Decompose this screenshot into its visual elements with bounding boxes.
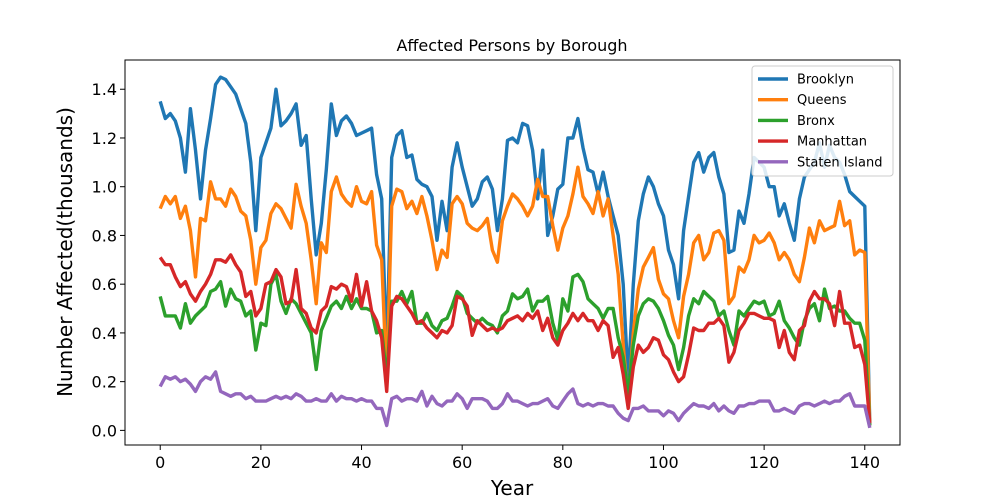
y-tick-label: 1.2: [92, 129, 117, 148]
series-line-staten-island: [158, 370, 872, 429]
x-tick-label: 100: [648, 453, 679, 472]
x-tick-label: 80: [553, 453, 573, 472]
x-tick-label: 20: [251, 453, 271, 472]
legend-label: Staten Island: [797, 155, 882, 170]
chart-title: Affected Persons by Borough: [396, 36, 627, 55]
y-axis: 0.0 0.2 0.4 0.6 0.8 1.0 1.2 1.4: [92, 80, 125, 440]
y-tick-label: 0.8: [92, 226, 117, 245]
y-tick-label: 0.4: [92, 324, 117, 343]
y-tick-label: 0.2: [92, 373, 117, 392]
plot-frame: [124, 59, 901, 446]
x-axis-label: Year: [490, 476, 534, 500]
x-tick-label: 0: [155, 453, 165, 472]
series-layer: [158, 75, 872, 429]
y-tick-label: 1.4: [92, 80, 117, 99]
x-tick-label: 40: [351, 453, 371, 472]
y-tick-label: 0.0: [92, 421, 117, 440]
x-tick-label: 60: [452, 453, 472, 472]
legend-label: Queens: [797, 93, 847, 108]
legend-label: Bronx: [797, 114, 835, 129]
series-line-bronx: [158, 272, 872, 426]
x-axis: 0 20 40 60 80 100 120 140: [155, 445, 880, 472]
x-tick-label: 140: [849, 453, 880, 472]
legend: Brooklyn Queens Bronx Manhattan Staten Islan…: [751, 65, 894, 177]
series-line-brooklyn: [158, 75, 872, 426]
legend-label: Brooklyn: [797, 73, 854, 88]
y-axis-label: Number Affected(thousands): [53, 107, 77, 397]
x-tick-label: 120: [749, 453, 780, 472]
y-tick-label: 1.0: [92, 178, 117, 197]
series-line-queens: [158, 165, 872, 426]
y-tick-label: 0.6: [92, 275, 117, 294]
legend-label: Manhattan: [797, 135, 867, 150]
legend-frame: [751, 65, 894, 177]
series-line-manhattan: [158, 253, 872, 424]
